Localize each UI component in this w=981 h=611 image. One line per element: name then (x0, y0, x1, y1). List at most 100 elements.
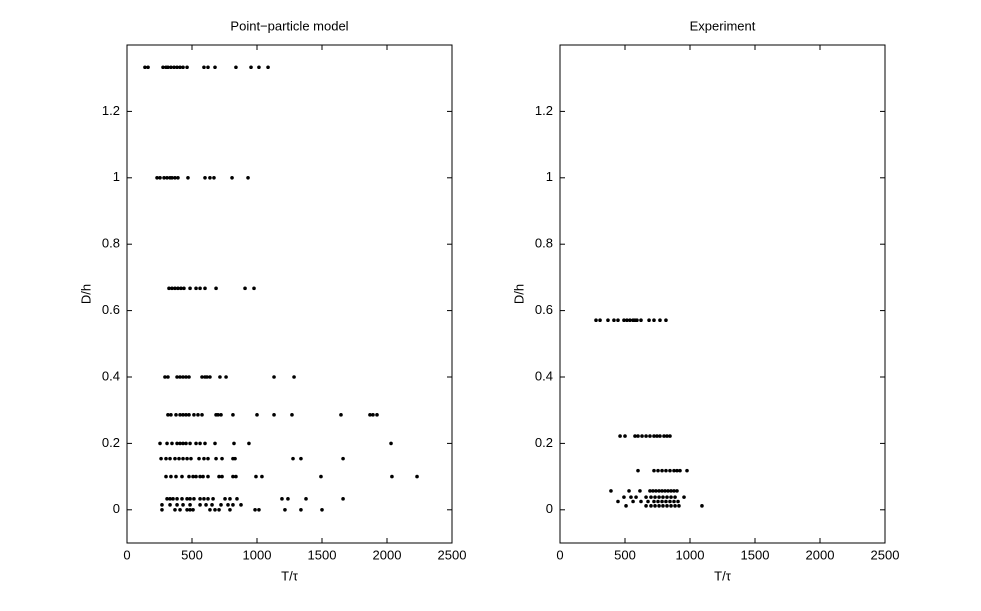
point (638, 489, 642, 493)
point (198, 286, 202, 291)
point (173, 508, 177, 512)
x-tick-label: 1500 (741, 547, 770, 562)
point (628, 318, 632, 323)
point (173, 176, 177, 180)
point (216, 413, 220, 417)
point (644, 504, 648, 508)
point (654, 489, 658, 493)
point (172, 65, 176, 70)
point (653, 504, 657, 508)
x-tick-label: 2000 (373, 547, 402, 562)
point (254, 474, 258, 479)
point (203, 176, 207, 180)
point (636, 468, 640, 473)
point (178, 508, 182, 512)
point (163, 375, 167, 379)
point (143, 65, 147, 70)
point (243, 286, 247, 291)
point (304, 497, 308, 501)
point (647, 318, 651, 323)
point (652, 499, 656, 504)
point (653, 495, 657, 499)
x-tick-label: 1500 (308, 547, 337, 562)
point (639, 318, 643, 323)
point (231, 474, 235, 479)
point (678, 468, 682, 473)
point (185, 497, 189, 501)
point (176, 176, 180, 180)
point (700, 504, 704, 508)
point (220, 456, 224, 461)
point (675, 489, 679, 493)
point (234, 474, 238, 479)
point (668, 434, 672, 438)
point (685, 468, 689, 473)
point (170, 286, 174, 291)
point (625, 318, 629, 323)
point (389, 441, 393, 446)
point (253, 508, 257, 512)
point (657, 504, 661, 508)
point (228, 497, 232, 501)
point (682, 495, 686, 499)
point (375, 413, 379, 417)
point (661, 495, 665, 499)
point (214, 456, 218, 461)
point (660, 499, 664, 504)
point (634, 495, 638, 499)
point (657, 495, 661, 499)
point (629, 495, 633, 499)
point (158, 441, 162, 446)
point (171, 497, 175, 501)
point (180, 474, 184, 479)
y-tick-label: 1.2 (102, 103, 120, 118)
point (169, 474, 173, 479)
point (168, 456, 172, 461)
point (616, 318, 620, 323)
point (175, 441, 179, 446)
y-tick-label: 1 (546, 169, 553, 184)
point (191, 508, 195, 512)
point (646, 499, 650, 504)
point (203, 441, 207, 446)
point (665, 504, 669, 508)
point (212, 176, 216, 180)
point (185, 456, 189, 461)
point (664, 499, 668, 504)
point (666, 489, 670, 493)
point (292, 375, 296, 379)
x-tick-label: 0 (123, 547, 130, 562)
point (657, 489, 661, 493)
point (166, 65, 170, 70)
point (319, 474, 323, 479)
point (184, 413, 188, 417)
point (174, 413, 178, 417)
point (205, 375, 209, 379)
x-tick-label: 1000 (243, 547, 272, 562)
point (185, 65, 189, 70)
point (188, 503, 192, 507)
point (673, 495, 677, 499)
point (194, 474, 198, 479)
point (208, 176, 212, 180)
point (616, 499, 620, 504)
point (594, 318, 598, 323)
point (208, 508, 212, 512)
point (182, 286, 186, 291)
point (675, 468, 679, 473)
point (203, 286, 207, 291)
x-tick-label: 2000 (806, 547, 835, 562)
point (390, 474, 394, 479)
y-tick-label: 1 (113, 169, 120, 184)
y-axis-label: D/h (78, 284, 93, 304)
point (170, 441, 174, 446)
point (217, 508, 221, 512)
point (168, 497, 172, 501)
point (669, 495, 673, 499)
point (178, 65, 182, 70)
y-tick-label: 0 (546, 501, 553, 516)
point (181, 65, 185, 70)
point (206, 456, 210, 461)
point (175, 497, 179, 501)
point (656, 468, 660, 473)
